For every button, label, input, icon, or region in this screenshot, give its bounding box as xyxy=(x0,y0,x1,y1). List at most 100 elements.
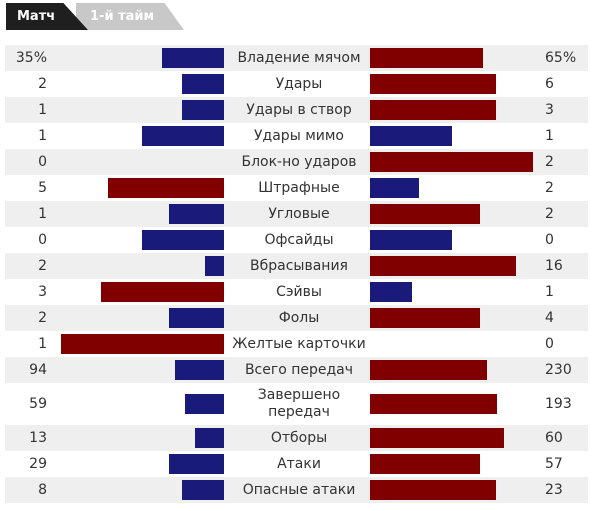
stat-right-value: 2 xyxy=(545,206,554,222)
stat-left-value: 29 xyxy=(29,456,47,472)
stat-right-bar xyxy=(370,126,452,146)
stat-left-bar xyxy=(182,100,224,120)
stat-label: Фолы xyxy=(278,309,320,326)
stat-label: Владение мячом xyxy=(237,49,361,66)
stat-row: 1 Желтые карточки 0 xyxy=(5,331,588,357)
stat-right-bar xyxy=(370,394,497,414)
stat-right-bar xyxy=(370,360,487,380)
stat-left-bar xyxy=(185,394,224,414)
stat-left-bar xyxy=(142,230,224,250)
stat-row: 0 Блок-но ударов 2 xyxy=(5,149,588,175)
stat-left-bar xyxy=(169,204,224,224)
stat-right-value: 230 xyxy=(545,362,572,378)
stat-row: 0 Офсайды 0 xyxy=(5,227,588,253)
stat-left-bar xyxy=(182,74,224,94)
stat-left-value: 2 xyxy=(38,258,47,274)
stat-label: Желтые карточки xyxy=(232,335,366,352)
stat-left-bar xyxy=(108,178,224,198)
stat-label: Штрафные xyxy=(258,179,340,196)
stat-label: Удары в створ xyxy=(246,101,352,118)
stat-right-bar xyxy=(370,282,412,302)
stat-left-bar xyxy=(169,308,224,328)
stat-left-bar xyxy=(142,126,224,146)
stat-row: 2 Вбрасывания 16 xyxy=(5,253,588,279)
stat-right-value: 1 xyxy=(545,284,554,300)
match-stats-table: 35% Владение мячом 65% 2 Удары 6 1 Удары в ство… xyxy=(5,45,588,503)
stat-label: Удары мимо xyxy=(254,127,344,144)
stat-row: 1 Удары мимо 1 xyxy=(5,123,588,149)
stat-row: 29 Атаки 57 xyxy=(5,451,588,477)
period-tabs: 1-й тайм Матч xyxy=(0,0,593,30)
stat-left-bar xyxy=(205,256,224,276)
stat-left-bar xyxy=(61,334,224,354)
stat-left-value: 1 xyxy=(38,102,47,118)
stat-left-value: 1 xyxy=(38,128,47,144)
stat-right-value: 3 xyxy=(545,102,554,118)
stat-right-bar xyxy=(370,48,483,68)
stat-label: Атаки xyxy=(277,455,321,472)
stat-row: 94 Всего передач 230 xyxy=(5,357,588,383)
stat-row: 59 Завершено передач 193 xyxy=(5,383,588,425)
stat-right-bar xyxy=(370,428,504,448)
stat-right-value: 57 xyxy=(545,456,563,472)
tab-first-half[interactable]: 1-й тайм xyxy=(76,3,184,30)
stat-right-bar xyxy=(370,454,480,474)
stat-left-bar xyxy=(182,480,224,500)
stat-right-value: 60 xyxy=(545,430,563,446)
stat-left-value: 1 xyxy=(38,336,47,352)
stat-label: Блок-но ударов xyxy=(241,153,357,170)
stat-right-value: 23 xyxy=(545,482,563,498)
stat-right-bar xyxy=(370,100,496,120)
stat-right-bar xyxy=(370,204,480,224)
stat-right-value: 6 xyxy=(545,76,554,92)
stat-right-bar xyxy=(370,178,419,198)
stat-right-bar xyxy=(370,256,516,276)
stat-left-value: 5 xyxy=(38,180,47,196)
stat-right-value: 193 xyxy=(545,396,572,412)
stat-left-value: 8 xyxy=(38,482,47,498)
stat-row: 1 Удары в створ 3 xyxy=(5,97,588,123)
stat-label: Всего передач xyxy=(244,361,354,378)
stat-right-value: 4 xyxy=(545,310,554,326)
stat-right-bar xyxy=(370,308,480,328)
stat-row: 2 Удары 6 xyxy=(5,71,588,97)
stat-left-bar xyxy=(195,428,224,448)
stat-label: Отборы xyxy=(270,429,328,446)
stat-left-value: 13 xyxy=(29,430,47,446)
stat-right-bar xyxy=(370,480,496,500)
stat-left-bar xyxy=(101,282,224,302)
stat-row: 8 Опасные атаки 23 xyxy=(5,477,588,503)
stat-row: 2 Фолы 4 xyxy=(5,305,588,331)
stat-label: Вбрасывания xyxy=(250,257,348,274)
stat-label: Удары xyxy=(275,75,323,92)
stat-left-bar xyxy=(162,48,224,68)
stat-label: Опасные атаки xyxy=(242,481,356,498)
stat-label: Завершено передач xyxy=(257,387,341,420)
stat-left-value: 0 xyxy=(38,232,47,248)
stat-label: Сэйвы xyxy=(276,283,322,300)
stat-left-value: 3 xyxy=(38,284,47,300)
stat-left-value: 0 xyxy=(38,154,47,170)
stat-right-bar xyxy=(370,74,496,94)
stat-left-value: 2 xyxy=(38,76,47,92)
stat-right-value: 2 xyxy=(545,180,554,196)
stat-left-bar xyxy=(169,454,224,474)
stat-right-value: 1 xyxy=(545,128,554,144)
stat-left-value: 35% xyxy=(15,50,47,66)
stat-left-bar xyxy=(175,360,224,380)
stat-row: 1 Угловые 2 xyxy=(5,201,588,227)
stat-row: 35% Владение мячом 65% xyxy=(5,45,588,71)
stat-label: Угловые xyxy=(268,205,330,222)
stat-row: 13 Отборы 60 xyxy=(5,425,588,451)
stat-left-value: 2 xyxy=(38,310,47,326)
stat-right-value: 0 xyxy=(545,232,554,248)
stat-left-value: 59 xyxy=(29,396,47,412)
stat-row: 3 Сэйвы 1 xyxy=(5,279,588,305)
stat-label: Офсайды xyxy=(264,231,334,248)
stat-right-value: 16 xyxy=(545,258,563,274)
stat-right-bar xyxy=(370,152,533,172)
stat-left-value: 1 xyxy=(38,206,47,222)
stat-right-value: 65% xyxy=(545,50,577,66)
stat-right-value: 2 xyxy=(545,154,554,170)
tab-match[interactable]: Матч xyxy=(6,3,88,30)
